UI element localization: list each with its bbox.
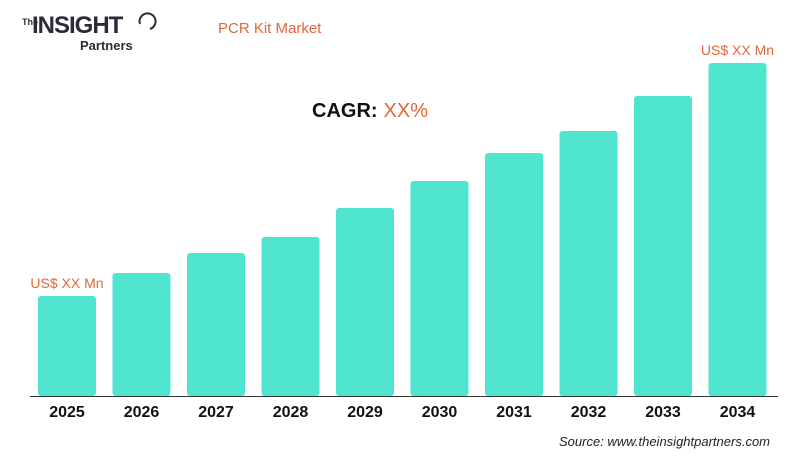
data-label-2034: US$ XX Mn	[701, 42, 774, 58]
logo-brand: INSIGHT	[32, 12, 123, 39]
bar-2025	[38, 296, 96, 396]
bar-2032	[559, 131, 618, 396]
x-tick-label-2026: 2026	[124, 404, 160, 421]
x-tick-label-2031: 2031	[496, 404, 532, 421]
bar-2029	[336, 208, 394, 396]
x-tick-label-2027: 2027	[198, 404, 234, 421]
x-tick-label-2025: 2025	[49, 404, 85, 421]
cagr-label: CAGR:	[312, 100, 378, 122]
x-tick-label-2029: 2029	[347, 404, 383, 421]
brand-logo: The INSIGHT Partners	[18, 8, 157, 58]
cagr-callout: CAGR: XX%	[312, 100, 428, 123]
bar-2031	[485, 153, 543, 396]
x-tick-label-2033: 2033	[645, 404, 681, 421]
x-tick-label-2030: 2030	[422, 404, 458, 421]
cagr-value: XX%	[383, 100, 429, 122]
bar-2026	[112, 273, 171, 396]
x-tick-label-2032: 2032	[571, 404, 607, 421]
x-tick-label-2028: 2028	[273, 404, 309, 421]
logo-the: The	[22, 17, 39, 27]
logo-swoosh-icon	[138, 12, 157, 30]
data-label-2025: US$ XX Mn	[30, 275, 103, 291]
chart-title: PCR Kit Market	[218, 20, 322, 37]
bar-2027	[187, 253, 245, 396]
logo-sub: Partners	[80, 38, 133, 53]
bar-2034	[708, 63, 767, 396]
source-note: Source: www.theinsightpartners.com	[559, 434, 770, 449]
bar-2033	[634, 96, 692, 396]
x-tick-label-2034: 2034	[720, 404, 756, 421]
bar-2028	[261, 237, 320, 396]
bar-2030	[410, 181, 469, 396]
